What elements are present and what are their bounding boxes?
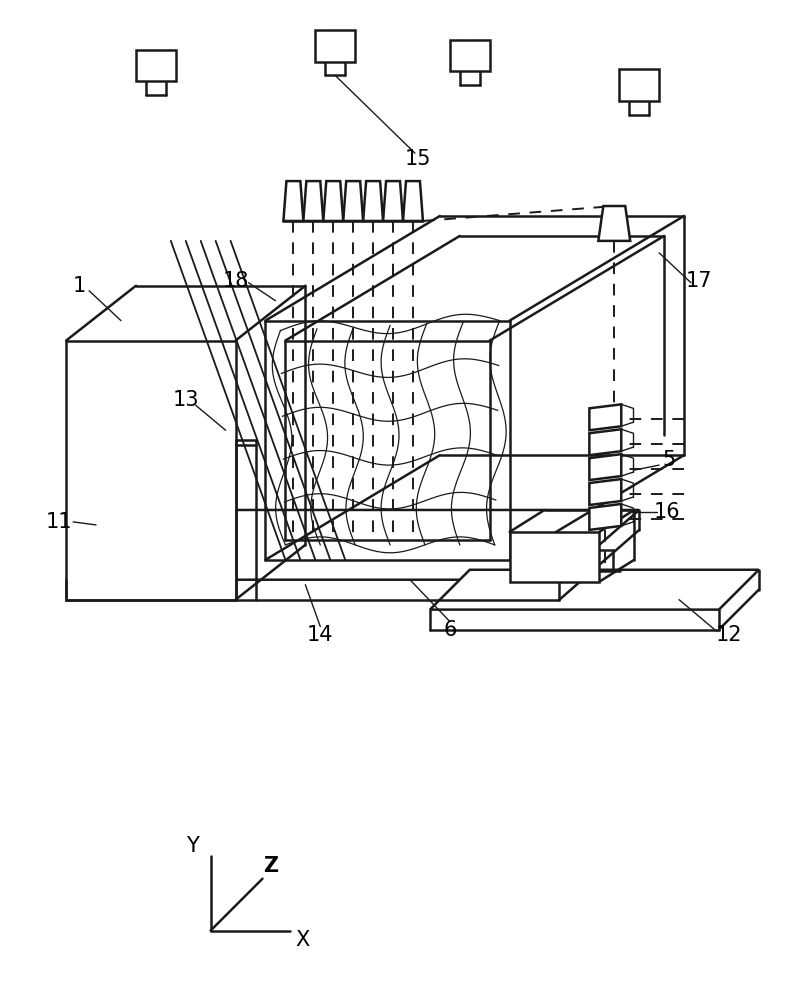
Polygon shape (403, 181, 423, 221)
Polygon shape (67, 341, 235, 600)
Text: Z: Z (263, 856, 278, 876)
Polygon shape (283, 181, 303, 221)
Polygon shape (590, 454, 621, 480)
Polygon shape (590, 404, 621, 430)
Polygon shape (509, 532, 599, 582)
Text: X: X (295, 930, 310, 950)
Polygon shape (343, 181, 363, 221)
Polygon shape (363, 181, 383, 221)
Polygon shape (430, 570, 759, 610)
Polygon shape (136, 50, 176, 81)
Text: 14: 14 (307, 625, 333, 645)
Polygon shape (67, 510, 639, 580)
Text: 1: 1 (72, 276, 86, 296)
Polygon shape (590, 504, 621, 530)
Polygon shape (324, 181, 343, 221)
Polygon shape (590, 429, 621, 455)
Polygon shape (383, 181, 403, 221)
Polygon shape (315, 30, 355, 62)
Text: 18: 18 (222, 271, 249, 291)
Text: 6: 6 (443, 620, 457, 640)
Text: 11: 11 (46, 512, 72, 532)
Polygon shape (450, 40, 490, 71)
Polygon shape (303, 181, 324, 221)
Text: Y: Y (187, 836, 200, 856)
Text: 13: 13 (173, 390, 199, 410)
Text: 16: 16 (654, 502, 680, 522)
Polygon shape (590, 479, 621, 505)
Polygon shape (620, 69, 659, 101)
Text: 17: 17 (686, 271, 712, 291)
Text: 12: 12 (715, 625, 742, 645)
Text: 5: 5 (663, 450, 676, 470)
Text: 15: 15 (405, 149, 431, 169)
Polygon shape (599, 206, 630, 241)
